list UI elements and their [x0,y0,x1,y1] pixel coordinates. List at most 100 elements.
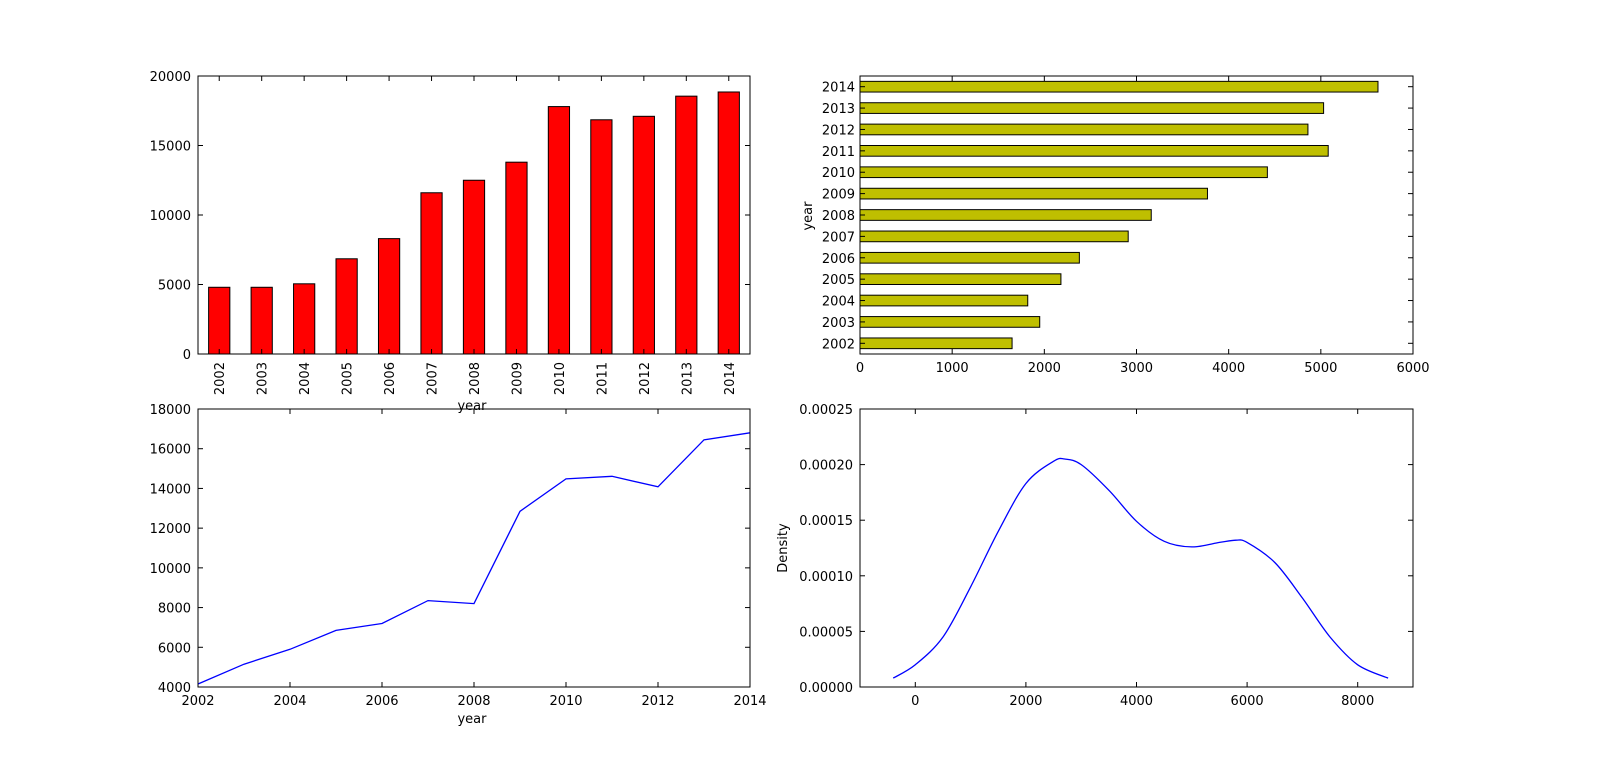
tick-label: 2004 [273,694,306,709]
tick-label: 2011 [822,145,855,160]
bar [293,283,316,355]
tick-label: 2008 [822,209,855,224]
x-axis-label: year [457,712,487,727]
tick-label: 2006 [365,694,398,709]
tick-label: 5000 [1304,361,1337,376]
tick-group: 2002 2003 2004 2005 2006 2007 2008 2009 2010 2011… [822,76,1430,376]
tick-label: 0 [911,694,919,709]
tick-label: 2013 [680,362,695,395]
tick-label: 2000 [1009,694,1042,709]
tick-label: 2010 [822,166,855,181]
bar [859,80,1379,93]
bar [859,251,1080,264]
tick-label: 0.00025 [799,403,853,418]
tick-label: 2004 [298,362,313,395]
tick-label: 4000 [1120,694,1153,709]
tick-label: 4000 [158,681,191,696]
series-line [197,432,751,685]
series-group [892,457,1389,679]
tick-label: 2002 [822,337,855,352]
tick-label: 16000 [150,443,191,458]
tick-label: 2009 [510,362,525,395]
bar [859,102,1325,114]
bar-chart-horizontal: 2002 2003 2004 2005 2006 2007 2008 2009 2010 2011… [801,75,1430,376]
bar [505,161,528,355]
tick-label: 2005 [822,273,855,288]
tick-label: 2014 [822,81,855,96]
tick-label: 2006 [822,252,855,267]
tick-group: 2002 2004 2006 2008 2010 2012 2014 4000 6000 8000… [150,403,767,709]
tick-label: 0.00000 [799,681,853,696]
tick-label: 2000 [1028,361,1061,376]
bar [590,119,613,355]
tick-group: 0 2000 4000 6000 8000 0.00000 0.00005 0.00010 0.… [799,403,1413,709]
density-chart: 0 2000 4000 6000 8000 0.00000 0.00005 0.00010 0.… [776,403,1414,709]
bar-group [859,80,1379,350]
tick-label: 2006 [383,362,398,395]
tick-label: 6000 [158,641,191,656]
bar [859,337,1013,350]
bar [420,192,443,355]
density-line [892,457,1389,679]
x-axis-label: year [457,399,487,414]
tick-label: 2003 [256,362,271,395]
bar [377,238,401,355]
bar [859,316,1041,328]
tick-label: 3000 [1120,361,1153,376]
tick-label: 15000 [150,140,191,155]
bar [250,286,273,355]
bar [859,230,1129,243]
tick-label: 2007 [822,230,855,245]
tick-group: 2002 2003 2004 2005 2006 2007 2008 2009 2010 2011… [150,70,750,395]
line-chart: 2002 2004 2006 2008 2010 2012 2014 4000 6000 8000… [150,403,767,727]
bar [547,106,571,355]
tick-label: 2012 [822,123,855,138]
tick-label: 6000 [1231,694,1264,709]
series-group [197,432,751,685]
tick-label: 2008 [468,362,483,395]
tick-label: 0.00010 [799,570,853,585]
tick-label: 2014 [723,362,738,395]
tick-label: 6000 [1396,361,1429,376]
tick-label: 0 [183,348,191,363]
bar [859,187,1208,200]
tick-label: 18000 [150,403,191,418]
tick-label: 2010 [553,362,568,395]
bar [859,209,1152,221]
tick-label: 8000 [158,602,191,617]
tick-label: 2009 [822,188,855,203]
tick-label: 0.00020 [799,459,853,474]
tick-label: 2012 [638,362,653,395]
tick-label: 10000 [150,562,191,577]
bar [859,123,1309,136]
bar [632,115,655,355]
bar [462,179,486,355]
tick-label: 2003 [822,316,855,331]
tick-label: 0.00015 [799,514,853,529]
tick-label: 12000 [150,522,191,537]
bar [859,273,1062,285]
tick-label: 0.00005 [799,625,853,640]
tick-label: 10000 [150,209,191,224]
bar [859,145,1329,157]
bar [717,91,740,355]
bar-chart-vertical: 2002 2003 2004 2005 2006 2007 2008 2009 2010 2011… [150,70,751,414]
tick-label: 2013 [822,102,855,117]
tick-label: 0 [856,361,864,376]
tick-label: 2005 [341,362,356,395]
tick-label: 2002 [213,362,228,395]
y-axis-label: year [801,201,816,231]
bar [859,166,1268,179]
tick-label: 2011 [595,362,610,395]
tick-label: 20000 [150,70,191,85]
tick-label: 1000 [936,361,969,376]
tick-label: 2008 [457,694,490,709]
y-axis-label: Density [776,523,791,573]
tick-label: 5000 [158,279,191,294]
tick-label: 2002 [181,694,214,709]
tick-label: 4000 [1212,361,1245,376]
tick-label: 8000 [1341,694,1374,709]
tick-label: 2014 [733,694,766,709]
